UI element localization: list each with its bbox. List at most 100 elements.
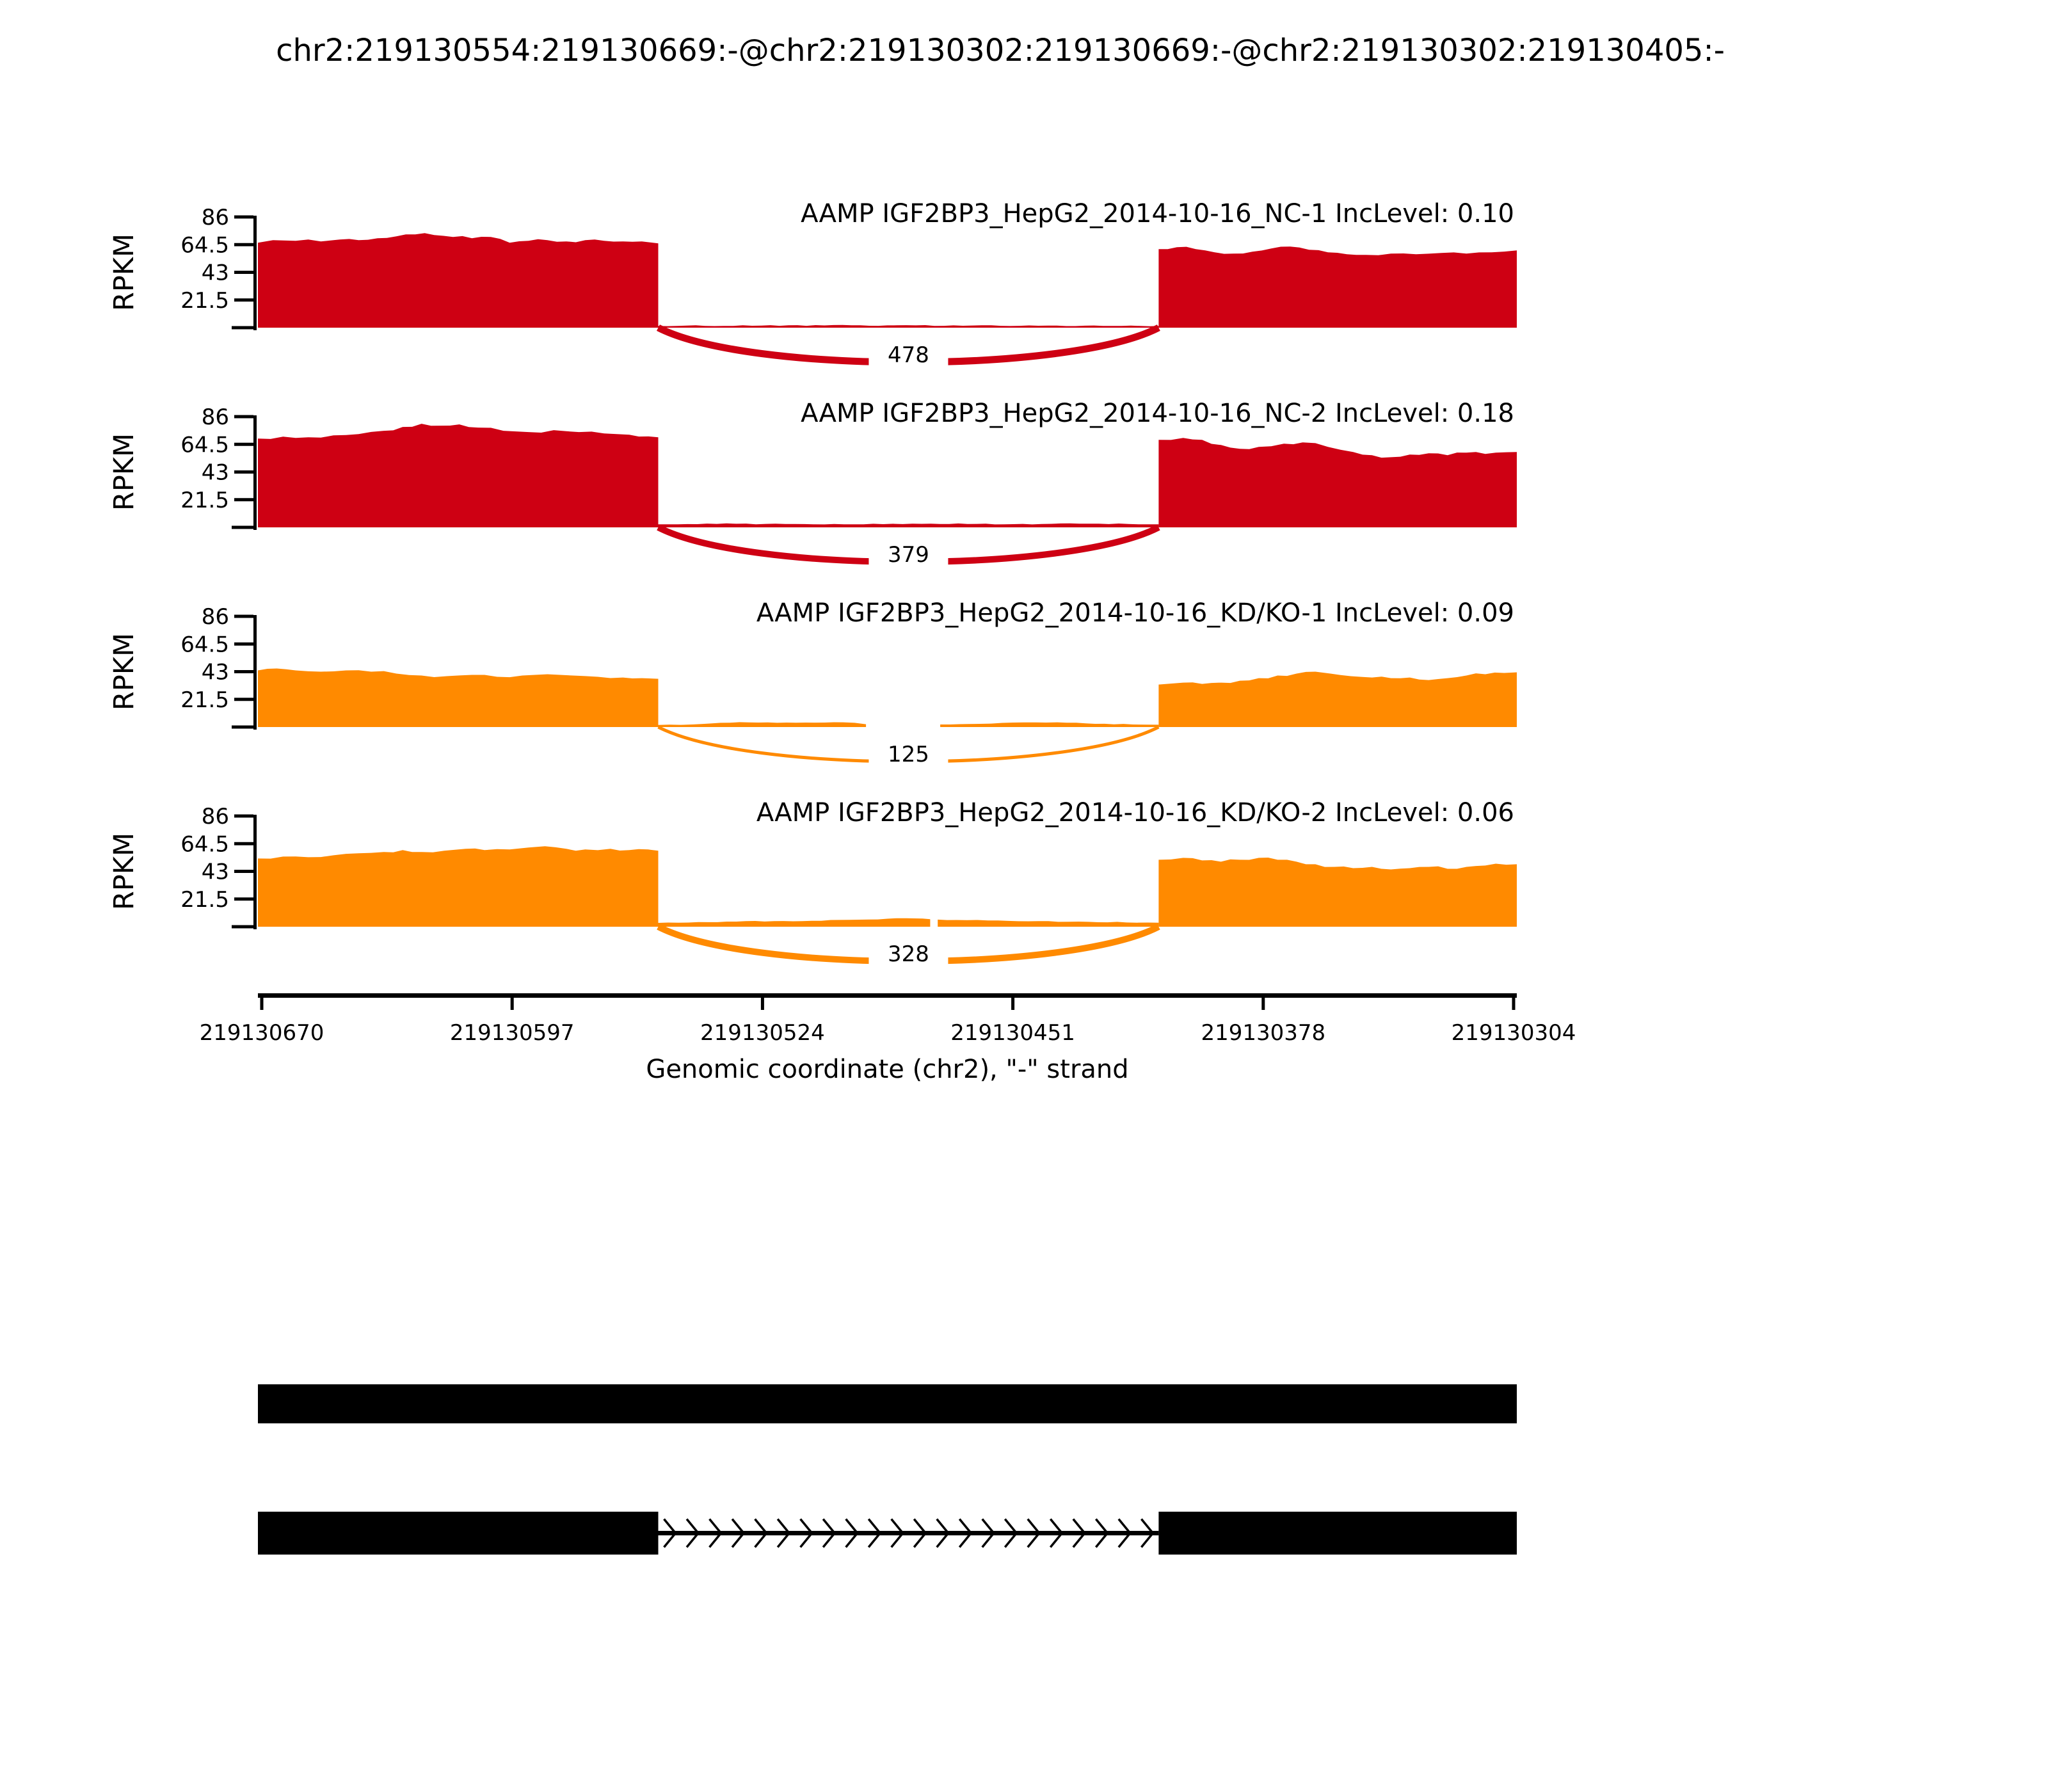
junction-count: 328	[888, 941, 929, 967]
junction-count-mask	[868, 340, 948, 369]
y-axis-bottom-arm	[232, 925, 257, 929]
y-tick	[234, 814, 253, 818]
y-tick	[234, 698, 253, 701]
coverage-area	[258, 846, 659, 927]
y-tick	[234, 642, 253, 646]
intron-strand-arrow	[776, 1518, 791, 1548]
y-axis-bottom-arm	[232, 525, 257, 529]
y-tick	[234, 670, 253, 673]
y-tick-label: 86	[202, 404, 229, 430]
intron-strand-arrow	[1094, 1518, 1109, 1548]
track-label: AAMP IGF2BP3_HepG2_2014-10-16_KD/KO-2 In…	[756, 798, 1514, 828]
y-tick-label: 43	[202, 460, 229, 486]
coverage-area	[1158, 246, 1517, 328]
y-axis-spine	[253, 615, 257, 730]
coverage-area	[1158, 858, 1517, 927]
coverage-area	[658, 324, 1159, 328]
coverage-area	[258, 668, 659, 727]
y-tick-label: 21.5	[180, 488, 229, 513]
y-axis-title: RPKM	[108, 833, 140, 910]
junction-count: 478	[888, 342, 929, 368]
skipping-isoform-exon	[258, 1512, 659, 1555]
junction-count-mask	[868, 740, 948, 768]
x-tick	[260, 998, 264, 1010]
x-tick-label: 219130304	[1452, 1020, 1576, 1046]
x-tick-label: 219130378	[1201, 1020, 1325, 1046]
x-tick	[510, 998, 514, 1010]
junction-count: 125	[888, 742, 929, 767]
y-tick	[234, 442, 253, 446]
x-tick	[1261, 998, 1265, 1010]
intron-strand-arrow	[754, 1518, 768, 1548]
y-tick	[234, 470, 253, 474]
intron-strand-arrow	[958, 1518, 973, 1548]
x-axis-line	[258, 993, 1517, 998]
intron-strand-arrow	[1027, 1518, 1041, 1548]
y-tick	[234, 614, 253, 618]
intron-strand-arrow	[1140, 1518, 1155, 1548]
intron-strand-arrow	[890, 1518, 904, 1548]
intron-strand-arrow	[822, 1518, 836, 1548]
coverage-area	[940, 722, 1159, 727]
junction-count-mask	[868, 940, 948, 968]
y-tick-label: 43	[202, 660, 229, 685]
y-tick-label: 43	[202, 260, 229, 286]
y-tick-label: 64.5	[180, 632, 229, 657]
y-tick-label: 86	[202, 804, 229, 829]
y-axis-title: RPKM	[108, 433, 140, 511]
y-tick-label: 21.5	[180, 288, 229, 314]
x-axis-title: Genomic coordinate (chr2), "-" strand	[646, 1055, 1128, 1084]
y-axis-spine	[253, 415, 257, 530]
plot-title: chr2:219130554:219130669:-@chr2:21913030…	[276, 33, 1725, 68]
y-tick-label: 21.5	[180, 687, 229, 713]
x-axis: 219130670 219130597 219130524 219130451 2191…	[200, 993, 1576, 1084]
intron-strand-arrow	[981, 1518, 996, 1548]
y-tick	[234, 215, 253, 219]
coverage-area	[658, 918, 931, 927]
x-tick-label: 219130524	[700, 1020, 825, 1046]
intron-strand-arrow	[708, 1518, 723, 1548]
y-tick	[234, 842, 253, 845]
intron-strand-arrow	[936, 1518, 950, 1548]
intron-strand-arrow	[1049, 1518, 1064, 1548]
y-axis-title: RPKM	[108, 234, 140, 311]
x-tick	[1011, 998, 1015, 1010]
intron-strand-arrow	[799, 1518, 813, 1548]
intron-strand-arrow	[731, 1518, 746, 1548]
intron-strand-arrow	[685, 1518, 700, 1548]
coverage-area	[1158, 438, 1517, 527]
junction-count-mask	[868, 540, 948, 568]
y-tick-label: 21.5	[180, 887, 229, 913]
y-tick	[234, 897, 253, 901]
x-tick-label: 219130597	[450, 1020, 575, 1046]
intron-strand-arrow	[845, 1518, 859, 1548]
coverage-area	[658, 523, 1159, 527]
y-axis-spine	[253, 815, 257, 929]
inclusion-isoform-exon	[258, 1384, 1517, 1423]
y-tick	[234, 271, 253, 274]
intron-strand-arrow	[1072, 1518, 1087, 1548]
x-tick-label: 219130670	[200, 1020, 324, 1046]
y-axis-title: RPKM	[108, 633, 140, 710]
y-tick-label: 64.5	[180, 432, 229, 458]
y-tick	[234, 298, 253, 302]
intron-line	[658, 1531, 1159, 1535]
intron-strand-arrow	[1004, 1518, 1018, 1548]
y-tick	[234, 415, 253, 419]
intron-strand-arrow	[913, 1518, 927, 1548]
coverage-area	[258, 233, 659, 328]
y-tick	[234, 870, 253, 873]
y-tick-label: 43	[202, 860, 229, 885]
coverage-area	[258, 424, 659, 527]
coverage-area	[938, 919, 1159, 927]
skipping-isoform	[258, 1512, 1517, 1555]
y-tick	[234, 498, 253, 502]
intron-strand-arrow	[1117, 1518, 1132, 1548]
x-tick	[760, 998, 764, 1010]
junction-count: 379	[888, 542, 929, 568]
y-axis-spine	[253, 216, 257, 330]
